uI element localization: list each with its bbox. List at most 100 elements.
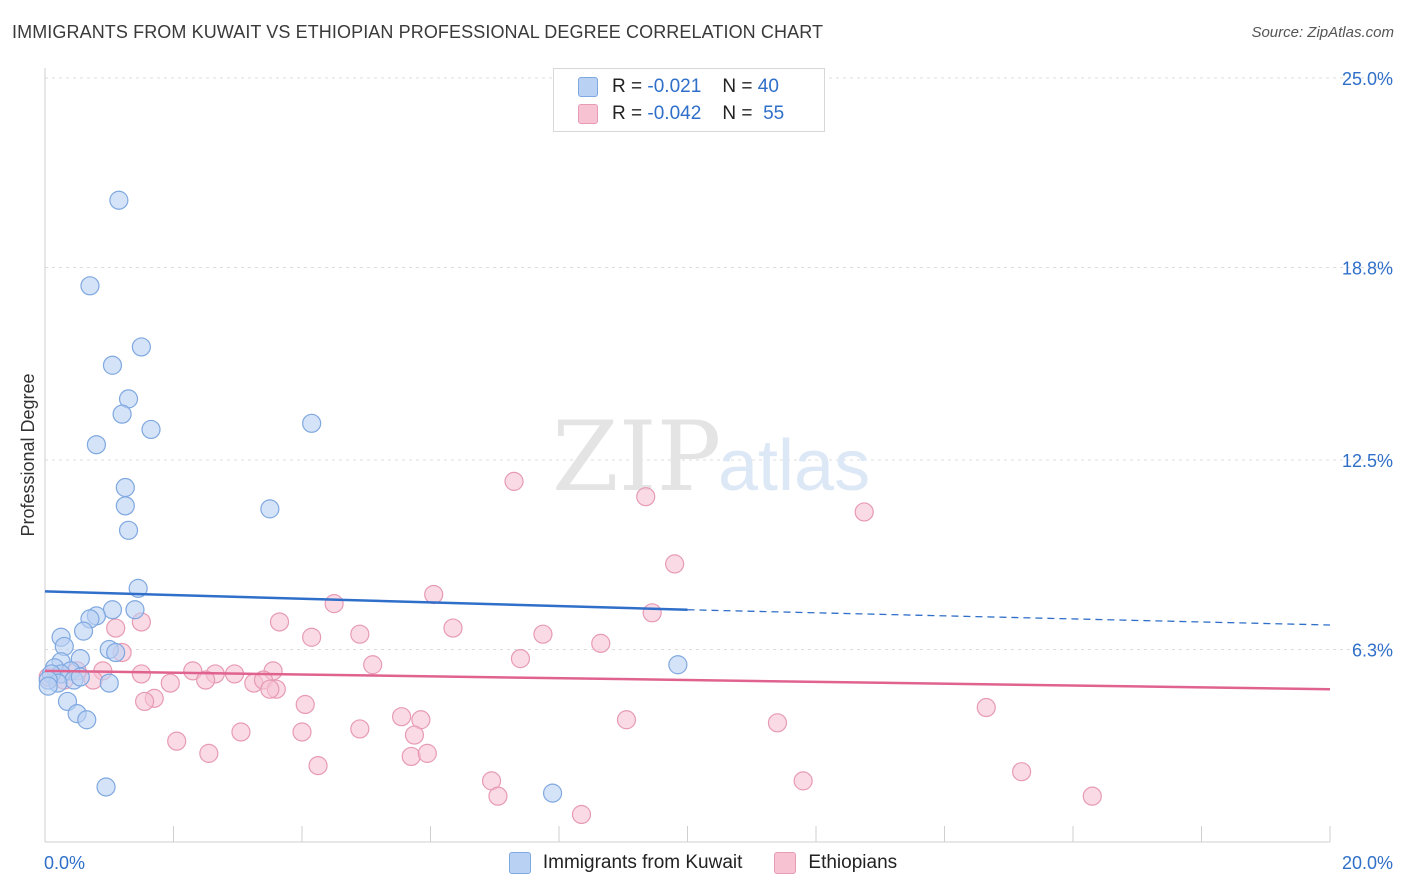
y-tick-label: 18.8% <box>1342 258 1393 278</box>
kuwait-point <box>77 710 97 730</box>
n-value: 55 <box>763 103 785 124</box>
ethiopians-point <box>350 719 370 739</box>
legend-label-ethiopians: Ethiopians <box>808 852 898 873</box>
series-legend: Immigrants from Kuwait Ethiopians <box>0 852 1406 874</box>
ethiopians-point <box>417 743 437 763</box>
r-label: R = <box>612 76 643 97</box>
stats-legend: R = -0.021 N = 40 R = -0.042 N = 55 <box>553 68 825 132</box>
x-tick-label-max: 20.0% <box>1342 853 1393 873</box>
ethiopians-point <box>404 725 425 745</box>
ethiopians-legend-swatch <box>774 852 797 874</box>
y-tick-label: 25.0% <box>1342 69 1393 89</box>
ethiopians-point <box>616 710 637 730</box>
y-tick-label: 12.5% <box>1342 451 1393 471</box>
kuwait-point <box>80 276 100 296</box>
kuwait-point <box>141 419 161 440</box>
chart-title: IMMIGRANTS FROM KUWAIT VS ETHIOPIAN PROF… <box>12 22 824 42</box>
ethiopians-point <box>504 471 524 491</box>
ethiopians-point <box>292 722 312 742</box>
ethiopians-point <box>160 673 180 693</box>
grid-lines <box>45 77 1392 650</box>
ethiopians-point <box>401 746 421 767</box>
kuwait-point <box>118 520 139 540</box>
n-label: N = <box>722 76 753 97</box>
ethiopians-point <box>231 722 251 742</box>
ethiopians-point <box>443 618 463 638</box>
trend-lines <box>44 590 1331 691</box>
ethiopians-point <box>167 731 187 751</box>
stats-legend-row-kuwait: R = -0.021 N = 40 <box>578 75 779 99</box>
kuwait-trend-line <box>44 590 688 611</box>
ethiopians-point <box>854 502 874 522</box>
ethiopians-point <box>302 627 322 647</box>
r-value: -0.042 <box>647 103 702 124</box>
kuwait-point <box>542 783 563 803</box>
y-tick-label: 6.3% <box>1352 640 1393 660</box>
kuwait-point <box>96 777 116 797</box>
kuwait-point <box>102 355 123 375</box>
legend-item-ethiopians[interactable]: Ethiopians <box>774 852 897 874</box>
ethiopians-point <box>106 618 126 638</box>
ethiopians-point <box>767 713 788 733</box>
kuwait-point <box>109 190 129 210</box>
watermark: ZIP atlas <box>552 401 870 513</box>
ethiopians-point <box>363 655 383 675</box>
ethiopians-point <box>488 786 508 806</box>
ethiopians-point <box>533 624 553 644</box>
kuwait-point <box>115 496 135 516</box>
kuwait-point <box>260 499 280 519</box>
ethiopians-point <box>199 743 219 763</box>
n-label: N = <box>722 103 753 124</box>
r-value: -0.021 <box>647 76 702 97</box>
kuwait-point <box>86 435 107 455</box>
ethiopians-point <box>636 487 656 507</box>
kuwait-point <box>112 404 132 424</box>
kuwait-point <box>106 642 126 663</box>
ethiopians-point <box>665 554 685 574</box>
ethiopians-point <box>424 584 444 605</box>
ethiopians-point <box>793 771 813 791</box>
ethiopians-point <box>976 697 996 718</box>
kuwait-point <box>38 676 58 696</box>
ethiopians-point <box>260 679 280 699</box>
watermark-atlas: atlas <box>718 426 870 506</box>
ethiopians-point <box>350 624 370 644</box>
ethiopians-point <box>1011 762 1032 782</box>
ethiopians-point <box>591 633 611 653</box>
stats-legend-row-ethiopians: R = -0.042 N = 55 <box>578 102 784 126</box>
ethiopians-point <box>134 691 155 712</box>
kuwait-point <box>99 673 119 693</box>
ethiopians-point <box>324 594 344 614</box>
kuwait-point <box>115 477 135 498</box>
ethiopians-point <box>510 649 531 669</box>
ethiopians-swatch <box>578 104 598 124</box>
kuwait-legend-swatch <box>508 852 531 874</box>
ethiopians-point <box>642 603 662 623</box>
kuwait-point <box>102 600 123 620</box>
y-axis-label: Professional Degree <box>18 373 38 536</box>
kuwait-point <box>125 600 145 620</box>
ethiopians-point <box>391 707 412 727</box>
legend-item-kuwait[interactable]: Immigrants from Kuwait <box>508 852 743 874</box>
ethiopians-point <box>131 664 151 684</box>
kuwait-swatch <box>578 77 598 97</box>
y-tick-labels: 6.3% 12.5% 18.8% 25.0% <box>1342 69 1393 660</box>
ethiopians-point <box>308 755 328 776</box>
ethiopians-trend-line <box>44 669 1331 691</box>
legend-label-kuwait: Immigrants from Kuwait <box>542 852 743 873</box>
x-ticks <box>173 826 1331 842</box>
source-label: Source: ZipAtlas.com <box>1251 24 1394 41</box>
ethiopians-point <box>1082 786 1102 806</box>
kuwait-trend-extension <box>687 609 1331 626</box>
kuwait-point <box>668 655 688 675</box>
ethiopians-point <box>571 804 592 825</box>
x-tick-label-min: 0.0% <box>44 853 85 873</box>
data-points <box>38 190 1102 825</box>
ethiopians-point <box>196 670 216 690</box>
ethiopians-point <box>269 612 290 632</box>
kuwait-point <box>73 621 94 641</box>
r-label: R = <box>612 103 643 124</box>
ethiopians-point <box>295 694 315 715</box>
kuwait-point <box>131 337 151 357</box>
